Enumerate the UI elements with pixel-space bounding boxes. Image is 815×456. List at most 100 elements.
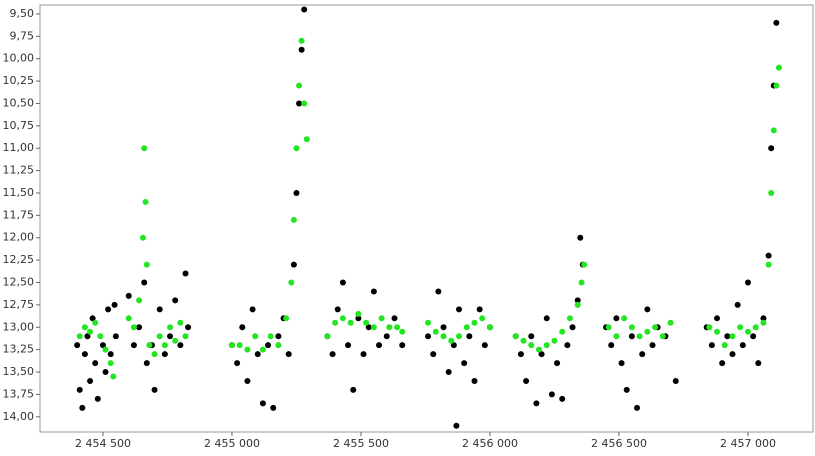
point [283, 315, 290, 322]
point [760, 319, 767, 326]
point [355, 310, 362, 317]
y-tick-label: 13,75 [3, 387, 35, 400]
point [463, 324, 470, 331]
point [298, 46, 305, 53]
point [543, 342, 550, 349]
x-tick-label: 2 454 500 [75, 437, 131, 450]
point [370, 324, 377, 331]
point [652, 324, 659, 331]
point [394, 324, 401, 331]
point [450, 342, 457, 349]
point [267, 333, 274, 340]
x-tick-label: 2 456 000 [462, 437, 518, 450]
point [634, 404, 641, 411]
y-tick-label: 9,50 [10, 7, 35, 20]
point [107, 360, 114, 367]
point [386, 324, 393, 331]
point [293, 145, 300, 152]
point [125, 292, 132, 299]
y-tick-label: 11,00 [3, 141, 35, 154]
point [706, 324, 713, 331]
point [102, 346, 109, 353]
point [554, 360, 561, 367]
point [301, 6, 308, 13]
x-tick-label: 2 455 000 [204, 437, 260, 450]
point [639, 351, 646, 358]
point [581, 261, 588, 268]
y-tick-label: 12,50 [3, 276, 35, 289]
point [523, 377, 530, 384]
point [285, 351, 292, 358]
point [559, 328, 566, 335]
point [383, 333, 390, 340]
y-tick-label: 10,00 [3, 52, 35, 65]
point [345, 342, 352, 349]
point [252, 333, 259, 340]
point [177, 319, 184, 326]
point [533, 400, 540, 407]
point [125, 315, 132, 322]
point [734, 301, 741, 308]
point [628, 333, 635, 340]
point [435, 288, 442, 295]
y-tick-label: 10,50 [3, 96, 35, 109]
point [370, 288, 377, 295]
point [347, 319, 354, 326]
point [476, 306, 483, 313]
point [275, 333, 282, 340]
point [578, 279, 585, 286]
point [105, 306, 112, 313]
points [74, 6, 782, 429]
y-tick-label: 10,25 [3, 74, 35, 87]
point [770, 127, 777, 134]
point [430, 351, 437, 358]
point [445, 369, 452, 376]
point [755, 360, 762, 367]
point [621, 315, 628, 322]
point [391, 315, 398, 322]
y-tick-label: 11,25 [3, 164, 35, 177]
point [99, 342, 106, 349]
point [92, 319, 99, 326]
y-tick-label: 11,50 [3, 186, 35, 199]
point [613, 315, 620, 322]
point [339, 315, 346, 322]
point [721, 342, 728, 349]
point [94, 395, 101, 402]
point [92, 360, 99, 367]
point [301, 100, 308, 107]
point [87, 328, 94, 335]
point [172, 297, 179, 304]
point [324, 333, 331, 340]
y-tick-label: 9,75 [10, 29, 35, 42]
point [296, 82, 303, 89]
point [559, 395, 566, 402]
y-tick-label: 13,00 [3, 320, 35, 333]
point [156, 306, 163, 313]
point [729, 351, 736, 358]
point [768, 189, 775, 196]
point [110, 373, 117, 380]
point [566, 315, 573, 322]
point [185, 324, 192, 331]
point [130, 342, 137, 349]
point [293, 189, 300, 196]
point [102, 369, 109, 376]
point [270, 404, 277, 411]
point [265, 342, 272, 349]
point [517, 351, 524, 358]
point [339, 279, 346, 286]
point [760, 315, 767, 322]
point [768, 145, 775, 152]
point [254, 351, 261, 358]
point [574, 301, 581, 308]
point [773, 19, 780, 26]
point [84, 333, 91, 340]
point [239, 324, 246, 331]
point [378, 315, 385, 322]
point [765, 252, 772, 259]
point [577, 234, 584, 241]
x-tick-label: 2 455 500 [333, 437, 389, 450]
point [244, 377, 251, 384]
